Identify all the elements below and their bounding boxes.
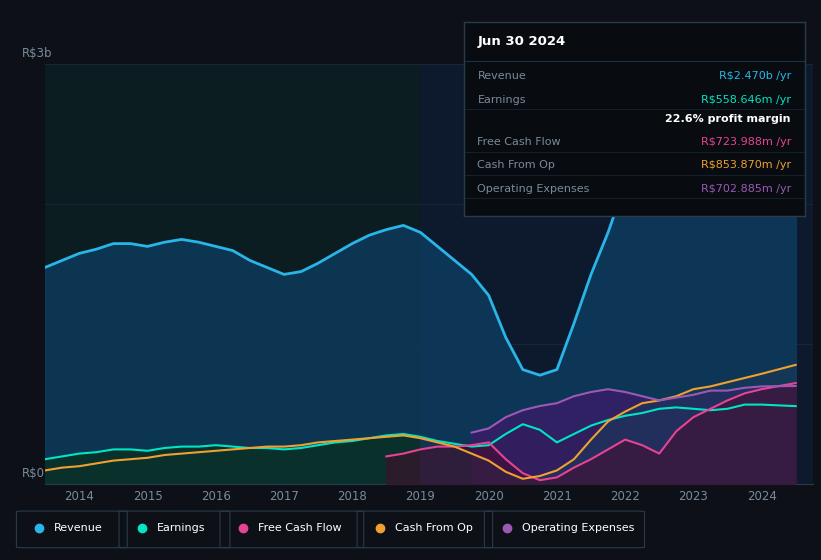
Text: Jun 30 2024: Jun 30 2024 — [478, 35, 566, 48]
Text: R$558.646m /yr: R$558.646m /yr — [701, 95, 791, 105]
Bar — [420, 64, 813, 484]
Text: R$723.988m /yr: R$723.988m /yr — [700, 137, 791, 147]
Text: R$2.470b /yr: R$2.470b /yr — [718, 72, 791, 82]
Text: Earnings: Earnings — [157, 523, 205, 533]
Text: R$853.870m /yr: R$853.870m /yr — [701, 160, 791, 170]
Text: R$702.885m /yr: R$702.885m /yr — [700, 184, 791, 194]
Text: R$3b: R$3b — [22, 47, 53, 60]
Text: Operating Expenses: Operating Expenses — [522, 523, 635, 533]
Bar — [45, 64, 420, 484]
Text: Earnings: Earnings — [478, 95, 526, 105]
Text: Free Cash Flow: Free Cash Flow — [258, 523, 342, 533]
Text: 22.6% profit margin: 22.6% profit margin — [666, 114, 791, 124]
Text: Revenue: Revenue — [54, 523, 103, 533]
Text: Cash From Op: Cash From Op — [395, 523, 473, 533]
Text: Free Cash Flow: Free Cash Flow — [478, 137, 561, 147]
Text: Revenue: Revenue — [478, 72, 526, 82]
Text: R$0: R$0 — [22, 467, 45, 480]
Text: Operating Expenses: Operating Expenses — [478, 184, 589, 194]
Text: Cash From Op: Cash From Op — [478, 160, 555, 170]
